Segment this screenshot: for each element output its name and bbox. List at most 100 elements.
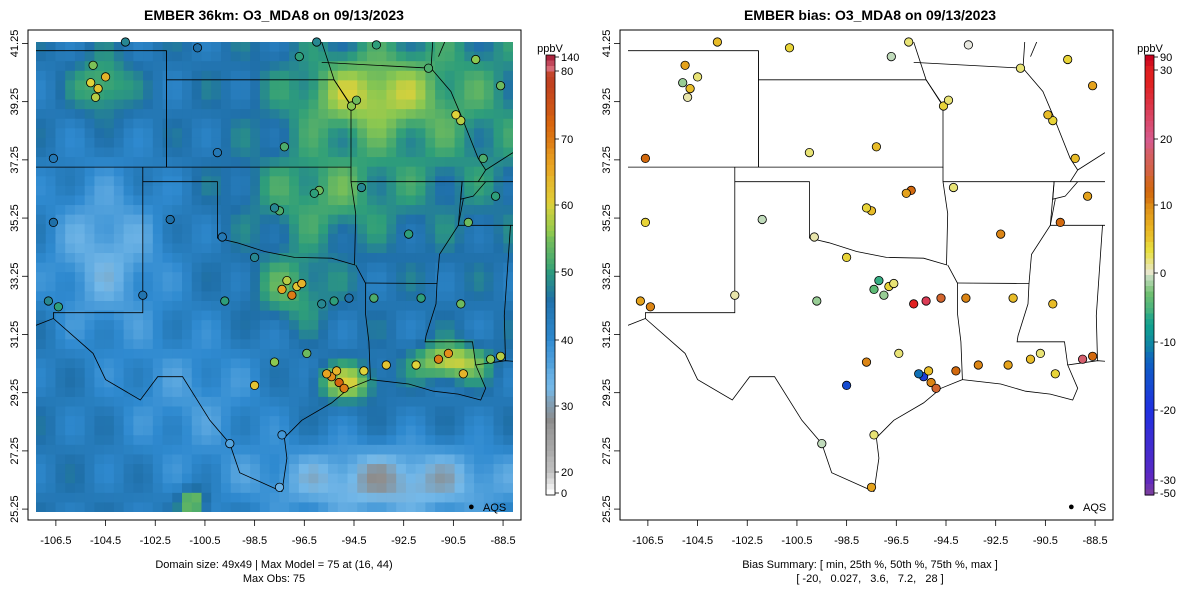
bias-site-marker: [1048, 116, 1058, 126]
y-tick-label: 35.25: [9, 204, 21, 232]
y-tick-label: 27.25: [9, 437, 21, 465]
obs-site-marker: [48, 153, 59, 163]
obs-site-marker: [43, 296, 54, 306]
obs-site-marker: [478, 153, 488, 163]
obs-site-marker: [250, 380, 260, 390]
y-tick-label: 41.25: [601, 30, 613, 58]
bias-site-marker: [1048, 299, 1058, 309]
obs-site-marker: [451, 110, 461, 120]
left-plot-frame: [27, 29, 522, 521]
obs-site-marker: [369, 293, 379, 303]
obs-site-marker: [250, 252, 260, 262]
obs-site-marker: [165, 214, 175, 225]
obs-site-marker: [138, 290, 148, 300]
bias-site-marker: [1035, 348, 1046, 358]
bias-site-marker: [861, 203, 872, 213]
x-tick-label: -88.5: [491, 535, 516, 547]
y-tick-label: 31.25: [9, 321, 21, 349]
bias-site-marker: [678, 78, 688, 88]
bias-site-marker: [1063, 54, 1073, 65]
bias-site-marker: [640, 217, 651, 227]
x-tick-label: -102.5: [732, 535, 763, 547]
obs-site-marker: [322, 369, 332, 379]
obs-site-marker: [404, 229, 414, 239]
bias-site-marker: [874, 275, 884, 286]
bias-site-marker: [645, 302, 656, 312]
x-tick-label: -90.5: [441, 535, 466, 547]
bias-site-marker: [921, 296, 931, 306]
bias-site-marker: [948, 182, 959, 193]
bias-site-marker: [1070, 153, 1080, 163]
y-tick-label: 33.25: [601, 263, 613, 291]
obs-site-marker: [277, 430, 287, 440]
colorbar-tick-label: 10: [1160, 200, 1172, 212]
obs-site-marker: [458, 369, 468, 379]
x-tick-label: -92.5: [983, 535, 1008, 547]
obs-site-marker: [329, 296, 339, 306]
obs-site-marker: [302, 348, 312, 358]
x-tick-label: -106.5: [632, 535, 663, 547]
right-y-axis: 25.25 27.25 29.25 31.25 33.25 35.25 37.25 39.25…: [601, 30, 620, 523]
right-map-panel: EMBER bias: O3_MDA8 on 09/13/2023 -106.5…: [601, 7, 1114, 585]
x-tick-label: -102.5: [140, 535, 171, 547]
colorbar-tick-label: -50: [1160, 488, 1176, 500]
y-tick-label: 37.25: [601, 146, 613, 174]
bias-site-marker: [871, 142, 882, 152]
bias-site-marker: [757, 214, 767, 225]
bias-site-marker: [886, 51, 896, 62]
bias-site-marker: [894, 348, 904, 358]
obs-site-marker: [471, 54, 481, 65]
colorbar-tick-label: 60: [561, 200, 573, 212]
left-aqs-site-markers: [43, 37, 506, 492]
x-tick-label: -94.5: [341, 535, 366, 547]
left-x-axis: -106.5 -104.5 -102.5 -100.5 -98.5 -96.5 -94.5 -…: [40, 520, 516, 547]
bias-site-marker: [1088, 81, 1098, 91]
right-x-axis: -106.5 -104.5 -102.5 -100.5 -98.5 -96.5 -94.5 -…: [632, 520, 1108, 547]
left-colorbar: ppbV 140 80 70 60 50 40 30 20 0: [537, 43, 579, 500]
bias-site-marker: [841, 252, 852, 262]
x-tick-label: -94.5: [933, 535, 958, 547]
bias-site-marker: [682, 92, 693, 102]
left-caption-max-obs: Max Obs: 75: [243, 573, 305, 585]
obs-site-marker: [463, 217, 473, 227]
obs-site-marker: [356, 182, 367, 193]
x-tick-label: -92.5: [391, 535, 416, 547]
colorbar-tick-label: -10: [1160, 337, 1176, 349]
obs-site-marker: [381, 360, 391, 370]
colorbar-tick-label: 140: [561, 52, 579, 64]
obs-site-marker: [269, 203, 280, 213]
obs-site-marker: [371, 40, 381, 50]
bias-site-marker: [1025, 354, 1036, 364]
bias-site-marker: [1015, 63, 1026, 73]
y-tick-label: 29.25: [601, 379, 613, 407]
y-tick-label: 35.25: [601, 204, 613, 232]
obs-site-marker: [120, 37, 131, 47]
bias-site-marker: [1083, 191, 1093, 201]
y-tick-label: 39.25: [9, 88, 21, 116]
bias-site-marker: [914, 369, 924, 379]
obs-site-marker: [490, 191, 501, 201]
bias-site-marker: [869, 284, 879, 294]
colorbar-tick-label: 20: [1160, 134, 1172, 146]
right-aqs-bias-markers: [635, 37, 1098, 492]
obs-site-marker: [192, 43, 203, 53]
colorbar-tick-label: 40: [561, 335, 573, 347]
bias-site-marker: [936, 293, 946, 303]
obs-site-marker: [456, 299, 466, 309]
obs-site-marker: [225, 438, 235, 449]
obs-site-marker: [297, 278, 307, 289]
obs-site-marker: [309, 188, 319, 198]
bias-site-marker: [804, 148, 815, 158]
obs-site-marker: [53, 302, 64, 312]
right-legend-label: AQS: [1083, 502, 1106, 514]
x-tick-label: -90.5: [1033, 535, 1058, 547]
x-tick-label: -98.5: [242, 535, 267, 547]
y-tick-label: 41.25: [9, 30, 21, 58]
bias-site-marker: [951, 366, 961, 376]
colorbar-tick-label: -20: [1160, 405, 1176, 417]
obs-site-marker: [416, 293, 426, 303]
bias-site-marker: [931, 383, 941, 393]
bias-site-marker: [996, 229, 1006, 239]
bias-site-marker: [861, 357, 872, 367]
obs-site-marker: [317, 299, 327, 309]
